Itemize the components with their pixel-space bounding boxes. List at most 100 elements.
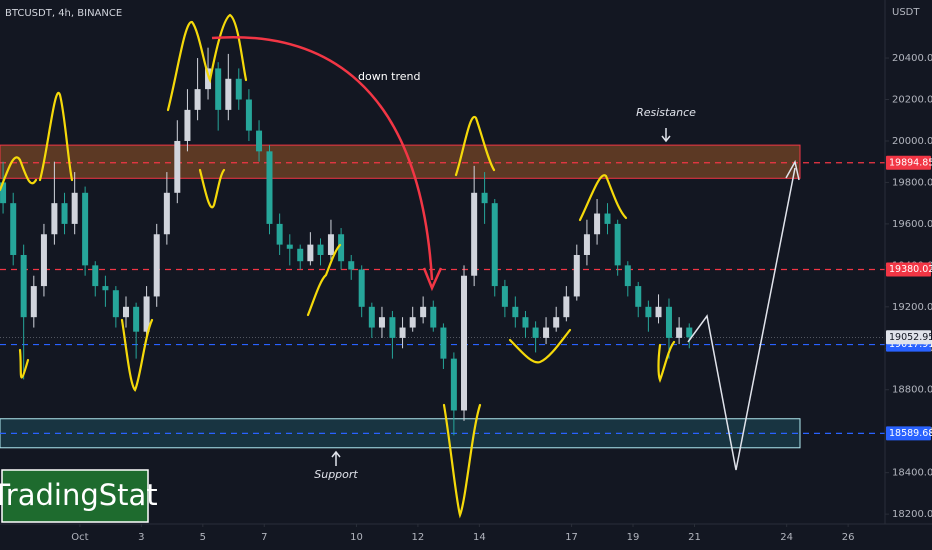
candle-body bbox=[30, 286, 37, 318]
symbol-title: BTCUSDT, 4h, BINANCE bbox=[5, 8, 122, 19]
candle-body bbox=[532, 327, 539, 338]
candle-body bbox=[389, 317, 396, 338]
price-label: 19380.02 bbox=[889, 264, 932, 275]
candle-body bbox=[163, 192, 170, 235]
candle-body bbox=[194, 89, 201, 110]
candle-body bbox=[0, 182, 7, 204]
candle-body bbox=[225, 78, 232, 110]
resistance-pointer bbox=[661, 128, 671, 143]
candle-body bbox=[655, 306, 662, 318]
candle-body bbox=[174, 140, 181, 193]
projection-path bbox=[687, 167, 796, 471]
candle-body bbox=[461, 275, 468, 411]
candle-body bbox=[297, 248, 304, 262]
candle-body bbox=[512, 306, 519, 318]
candle-body bbox=[276, 223, 283, 245]
candle-body bbox=[358, 269, 365, 307]
yellow-drawings bbox=[0, 13, 676, 519]
candle-body bbox=[522, 317, 529, 328]
candle-body bbox=[543, 327, 550, 338]
candle-body bbox=[676, 327, 683, 338]
candle-body bbox=[256, 130, 263, 152]
currency-label: USDT bbox=[892, 7, 920, 18]
candle-body bbox=[286, 244, 293, 249]
candle-body bbox=[61, 203, 68, 224]
candle-body bbox=[143, 296, 150, 332]
trend-arrow bbox=[211, 36, 443, 292]
x-tick-label: 26 bbox=[842, 532, 855, 543]
yellow-scribble bbox=[508, 328, 572, 364]
candle-body bbox=[594, 213, 601, 235]
candle-body bbox=[624, 265, 631, 287]
price-label-box bbox=[886, 262, 931, 277]
trend-label: down trend bbox=[358, 70, 421, 83]
projection-head bbox=[785, 159, 800, 181]
yellow-scribble bbox=[120, 318, 154, 392]
candle-body bbox=[450, 358, 457, 411]
candle-body bbox=[553, 317, 560, 328]
candle-body bbox=[378, 317, 385, 328]
yellow-scribble bbox=[578, 174, 628, 222]
yellow-scribble bbox=[454, 115, 496, 177]
yellow-scribble bbox=[657, 340, 676, 383]
x-tick-label: 5 bbox=[200, 532, 206, 543]
candle-body bbox=[327, 234, 334, 255]
x-tick-label: Oct bbox=[71, 532, 88, 543]
candle-body bbox=[10, 203, 17, 255]
x-tick-label: 21 bbox=[688, 532, 701, 543]
x-tick-label: 14 bbox=[473, 532, 486, 543]
candle-body bbox=[215, 68, 222, 110]
candle-body bbox=[122, 306, 129, 318]
price-label: 18589.68 bbox=[889, 428, 932, 439]
yellow-scribble bbox=[198, 168, 226, 209]
candle-body bbox=[112, 290, 119, 318]
candle-body bbox=[686, 327, 693, 338]
candle-body bbox=[20, 254, 27, 318]
x-tick-label: 19 bbox=[627, 532, 640, 543]
x-tick-label: 10 bbox=[350, 532, 363, 543]
price-label-box bbox=[886, 155, 931, 170]
candle-body bbox=[102, 286, 109, 291]
candle-body bbox=[92, 265, 99, 287]
candle-body bbox=[133, 306, 140, 332]
yellow-scribble bbox=[0, 156, 38, 192]
candle-body bbox=[491, 203, 498, 287]
price-label-box bbox=[886, 426, 931, 441]
candle-body bbox=[153, 234, 160, 297]
y-tick-label: 20000.00 bbox=[892, 136, 932, 147]
resistance-label: Resistance bbox=[636, 106, 696, 119]
candle-body bbox=[245, 99, 252, 131]
yellow-scribble bbox=[38, 91, 74, 182]
candle-body bbox=[583, 234, 590, 255]
candle-body bbox=[501, 286, 508, 307]
y-tick-label: 19600.00 bbox=[892, 219, 932, 230]
candle-body bbox=[235, 78, 242, 100]
watermark: TradingStat bbox=[0, 478, 158, 512]
x-tick-label: 24 bbox=[780, 532, 793, 543]
support-label: Support bbox=[314, 468, 358, 481]
price-label-box bbox=[886, 330, 931, 345]
candle-body bbox=[573, 254, 580, 297]
candle-body bbox=[266, 151, 273, 224]
candle-body bbox=[471, 192, 478, 276]
candle-body bbox=[430, 306, 437, 328]
candle-body bbox=[348, 261, 355, 270]
candle-body bbox=[481, 192, 488, 204]
y-tick-label: 18200.00 bbox=[892, 509, 932, 520]
y-tick-label: 20200.00 bbox=[892, 95, 932, 106]
yellow-scribble bbox=[166, 13, 248, 112]
y-tick-label: 19200.00 bbox=[892, 302, 932, 313]
candle-body bbox=[635, 286, 642, 307]
candle-body bbox=[614, 223, 621, 266]
candle-body bbox=[51, 203, 58, 235]
yellow-scribble bbox=[442, 403, 482, 519]
price-label: 19052.95 bbox=[889, 332, 932, 343]
y-tick-label: 18400.00 bbox=[892, 468, 932, 479]
candle-body bbox=[368, 306, 375, 328]
candle-body bbox=[205, 68, 212, 90]
candle-body bbox=[40, 234, 47, 287]
y-tick-label: 19800.00 bbox=[892, 177, 932, 188]
trend-arrow-curve bbox=[211, 36, 434, 281]
candle-body bbox=[420, 306, 427, 318]
